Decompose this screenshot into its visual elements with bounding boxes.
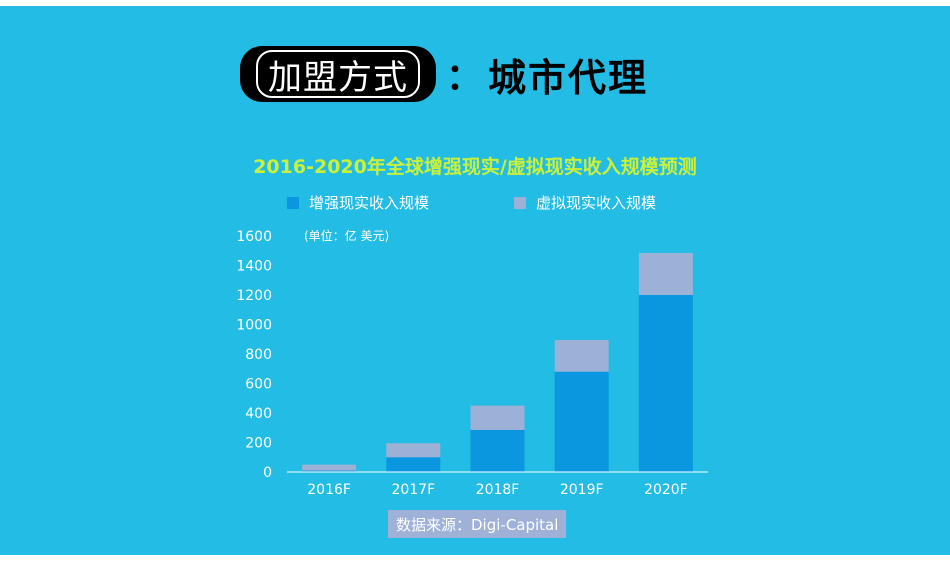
y-axis: 0 200 400 600 800 1000 1200 1400 1600 bbox=[236, 229, 272, 481]
x-axis: 2016F 2017F 2018F 2019F 2020F bbox=[307, 482, 687, 498]
legend-label-vr: 虚拟现实收入规模 bbox=[536, 194, 657, 212]
bar-ar-2018F bbox=[470, 429, 525, 472]
headline-colon: ： bbox=[446, 57, 483, 98]
bar-ar-2016F bbox=[302, 470, 357, 472]
y-tick-label: 1400 bbox=[236, 259, 272, 275]
chart-title: 2016-2020年全球增强现实/虚拟现实收入规模预测 bbox=[253, 156, 697, 178]
y-tick-label: 1600 bbox=[236, 229, 272, 245]
headline-subtitle: 城市代理 bbox=[488, 55, 649, 100]
legend-item-vr: 虚拟现实收入规模 bbox=[514, 192, 656, 213]
x-tick-label: 2019F bbox=[560, 482, 604, 498]
y-tick-label: 400 bbox=[245, 406, 272, 422]
source-note: 数据来源：Digi-Capital bbox=[388, 510, 567, 538]
bar-ar-2019F bbox=[554, 371, 609, 472]
unit-label: (单位：亿 美元) bbox=[304, 229, 390, 243]
bar-vr-2020F bbox=[638, 252, 693, 295]
legend-label-ar: 增强现实收入规模 bbox=[309, 194, 430, 212]
headline: 加盟方式 ： 城市代理 bbox=[240, 45, 648, 103]
y-tick-label: 0 bbox=[263, 465, 272, 481]
bar-vr-2016F bbox=[302, 464, 357, 471]
x-tick-label: 2016F bbox=[307, 482, 351, 498]
bar-vr-2018F bbox=[470, 405, 525, 430]
bar-ar-2017F bbox=[386, 457, 441, 472]
bar-vr-2017F bbox=[386, 443, 441, 458]
x-tick-label: 2020F bbox=[644, 482, 688, 498]
y-tick-label: 800 bbox=[245, 347, 272, 363]
y-tick-label: 1200 bbox=[236, 288, 272, 304]
legend-swatch-ar bbox=[287, 196, 299, 209]
headline-badge: 加盟方式 bbox=[240, 46, 436, 102]
y-tick-label: 1000 bbox=[236, 318, 272, 334]
legend-swatch-vr bbox=[514, 196, 526, 209]
y-tick-label: 200 bbox=[245, 436, 272, 452]
bar-vr-2019F bbox=[554, 339, 609, 372]
headline-badge-text: 加盟方式 bbox=[256, 50, 420, 98]
x-tick-label: 2017F bbox=[391, 482, 435, 498]
bar-ar-2020F bbox=[638, 295, 693, 472]
x-tick-label: 2018F bbox=[476, 482, 520, 498]
legend-item-ar: 增强现实收入规模 bbox=[287, 192, 429, 213]
y-tick-label: 600 bbox=[245, 377, 272, 393]
bars-group bbox=[302, 252, 693, 472]
